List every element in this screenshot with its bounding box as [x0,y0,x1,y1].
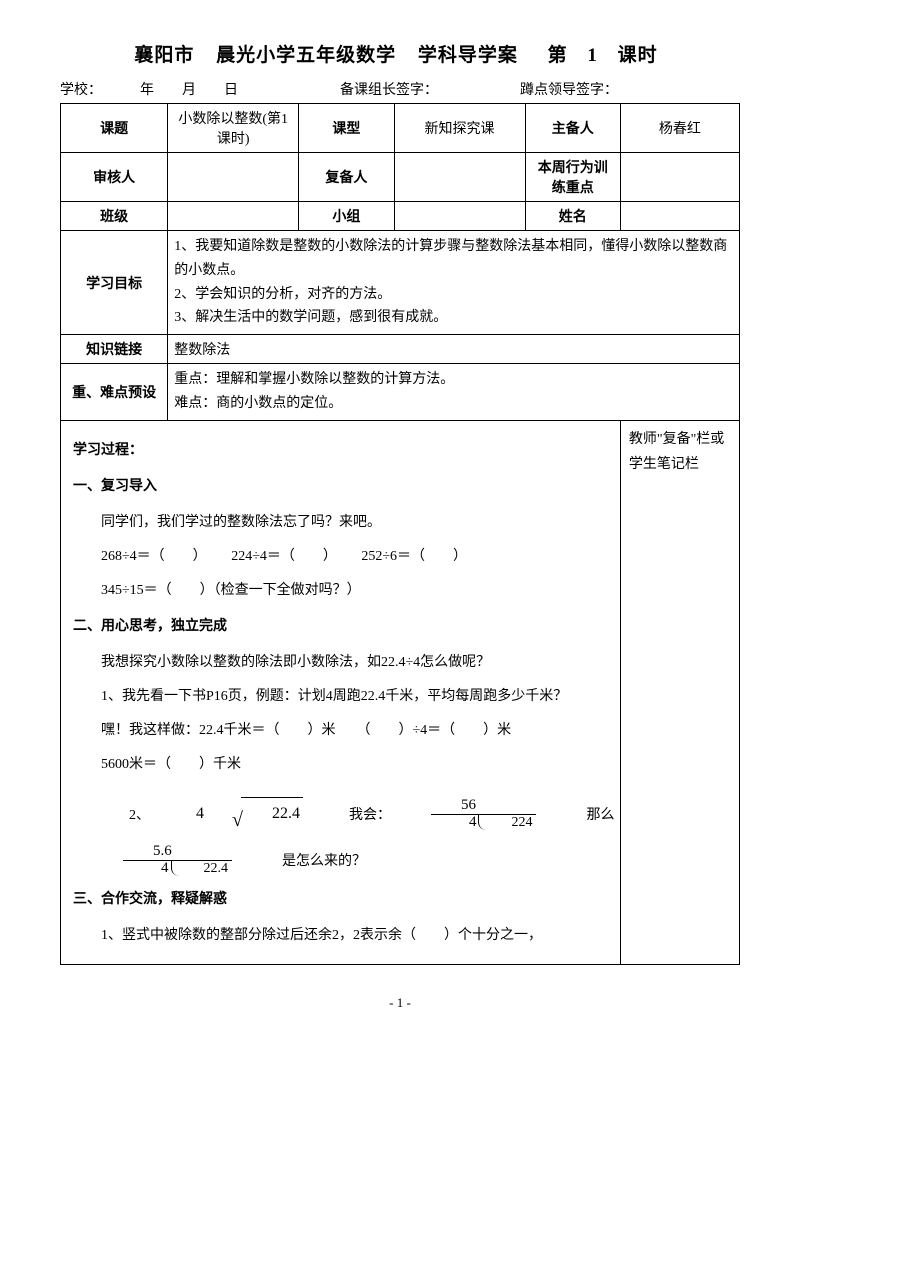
class-label: 班级 [61,202,168,231]
table-row: 学习目标 1、我要知道除数是整数的小数除法的计算步骤与整数除法基本相同，懂得小数… [61,231,740,335]
copreparer-label: 复备人 [299,153,394,202]
reviewer-value [168,153,299,202]
title-school-subject: 晨光小学五年级数学 [216,45,396,66]
goals-label: 学习目标 [61,231,168,335]
name-value [620,202,739,231]
section2-heading: 二、用心思考，独立完成 [73,613,608,641]
table-row: 班级 小组 姓名 [61,202,740,231]
section2-math: 2、 4√22.4 我会： 56 4224 那么 5.6 422.4 是怎么 [73,797,608,876]
long-division-1: 56 4224 [413,814,537,830]
meta-supervisor: 蹲点领导签字： [520,79,740,99]
section3-p1: 1、竖式中被除数的整部分除过后还余2，2表示余（ ）个十分之一， [73,922,608,950]
table-row: 知识链接 整数除法 [61,335,740,364]
topic-value: 小数除以整数(第1课时) [168,104,299,153]
keypoints-value: 重点：理解和掌握小数除以整数的计算方法。 难点：商的小数点的定位。 [168,364,740,421]
link-value: 整数除法 [168,335,740,364]
keypoints-label: 重、难点预设 [61,364,168,421]
content-row: 学习过程： 一、复习导入 同学们，我们学过的整数除法忘了吗？来吧。 268÷4＝… [61,420,740,964]
section2-p1: 我想探究小数除以整数的除法即小数除法，如22.4÷4怎么做呢？ [73,649,608,677]
section2-p3b: 5600米＝（ ）千米 [73,751,608,779]
link-label: 知识链接 [61,335,168,364]
title-city: 襄阳市 [134,45,194,66]
group-label: 小组 [299,202,394,231]
topic-label: 课题 [61,104,168,153]
reviewer-label: 审核人 [61,153,168,202]
type-value: 新知探究课 [394,104,525,153]
math-root: 4√22.4 [168,797,303,830]
section3-heading: 三、合作交流，释疑解惑 [73,886,608,914]
table-row: 审核人 复备人 本周行为训练重点 [61,153,740,202]
table-row: 重、难点预设 重点：理解和掌握小数除以整数的计算方法。 难点：商的小数点的定位。 [61,364,740,421]
preparer-value: 杨春红 [620,104,739,153]
meta-date: 年 月 日 [140,79,340,99]
meta-school-label: 学校： [60,79,140,99]
section2-p3a: 嘿！我这样做：22.4千米＝（ ）米 （ ）÷4＝（ ）米 [73,717,608,745]
section1-text: 同学们，我们学过的整数除法忘了吗？来吧。 [73,509,608,537]
group-value [394,202,525,231]
title-period: 第 1 课时 [540,45,666,66]
weekfocus-label: 本周行为训练重点 [525,153,620,202]
class-value [168,202,299,231]
weekfocus-value [620,153,739,202]
section1-heading: 一、复习导入 [73,473,608,501]
copreparer-value [394,153,525,202]
page-number: - 1 - [60,995,740,1011]
meta-line: 学校： 年 月 日 备课组长签字： 蹲点领导签字： [60,79,740,99]
lesson-table: 课题 小数除以整数(第1课时) 课型 新知探究课 主备人 杨春红 审核人 复备人… [60,103,740,965]
page-title: 襄阳市 晨光小学五年级数学 学科导学案 第 1 课时 [60,40,740,67]
content-cell: 学习过程： 一、复习导入 同学们，我们学过的整数除法忘了吗？来吧。 268÷4＝… [61,420,621,964]
notes-header: 教师"复备"栏或学生笔记栏 [629,432,724,472]
long-division-2: 5.6 422.4 [105,860,232,876]
section1-exercises: 268÷4＝（ ） 224÷4＝（ ） 252÷6＝（ ） [73,543,608,571]
notes-column: 教师"复备"栏或学生笔记栏 [620,420,739,964]
section2-p2: 1、我先看一下书P16页，例题：计划4周跑22.4千米，平均每周跑多少千米？ [73,683,608,711]
section1-exercise-d: 345÷15＝（ ）（检查一下全做对吗？） [73,577,608,605]
title-doc-type: 学科导学案 [418,45,518,66]
goals-value: 1、我要知道除数是整数的小数除法的计算步骤与整数除法基本相同，懂得小数除以整数商… [168,231,740,335]
table-row: 课题 小数除以整数(第1课时) 课型 新知探究课 主备人 杨春红 [61,104,740,153]
process-heading: 学习过程： [73,437,608,465]
type-label: 课型 [299,104,394,153]
preparer-label: 主备人 [525,104,620,153]
meta-group-leader: 备课组长签字： [340,79,520,99]
name-label: 姓名 [525,202,620,231]
